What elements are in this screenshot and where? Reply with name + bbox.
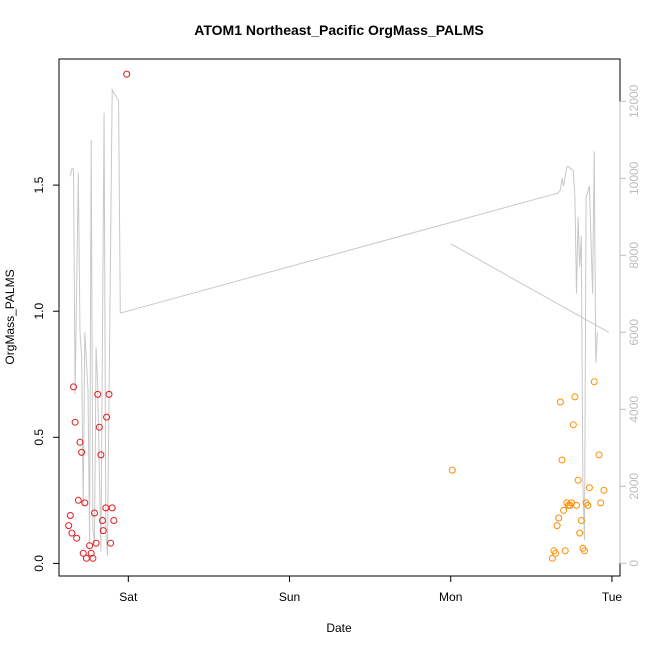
chart-title: ATOM1 Northeast_Pacific OrgMass_PALMS (194, 22, 483, 38)
data-point-s0-16 (92, 539, 100, 547)
data-point-s1-8 (560, 506, 568, 514)
data-point-s0-14 (89, 554, 97, 562)
data-point-s0-23 (103, 413, 111, 421)
data-point-s0-27 (110, 517, 118, 524)
data-point-s0-8 (78, 448, 86, 456)
x-tick-label-0: Sat (119, 590, 138, 604)
right-tick-label-6: 12000 (627, 84, 641, 118)
data-point-s0-9 (79, 549, 87, 557)
data-point-s0-11 (82, 554, 90, 562)
x-tick-label-2: Mon (439, 590, 462, 604)
x-tick-label-3: Tue (602, 590, 623, 604)
data-point-s1-0 (448, 466, 456, 474)
data-point-s1-7 (558, 456, 566, 464)
data-point-s1-21 (581, 547, 588, 555)
data-point-s1-3 (552, 549, 559, 557)
data-point-s1-1 (548, 554, 556, 562)
data-point-s0-2 (68, 529, 76, 537)
data-point-s0-7 (76, 438, 84, 446)
data-point-s0-28 (123, 70, 131, 78)
scatter-points-layer (65, 70, 608, 562)
x-tick-label-1: Sun (279, 590, 300, 604)
y-tick-label-2: 1.0 (32, 303, 46, 320)
data-point-s1-26 (595, 451, 603, 459)
x-axis: Sat Sun Mon Tue (119, 575, 623, 604)
right-tick-label-2: 4000 (627, 396, 641, 423)
data-point-s1-28 (600, 486, 608, 494)
y-axis: 0.0 0.5 1.0 1.5 (32, 176, 60, 572)
data-point-s0-15 (91, 509, 98, 517)
right-tick-label-3: 6000 (627, 319, 641, 346)
altitude-line-layer (69, 87, 609, 556)
data-point-s0-0 (65, 522, 73, 530)
data-point-s0-24 (105, 390, 113, 398)
data-point-s0-3 (70, 383, 77, 391)
x-axis-label: Date (326, 621, 352, 635)
data-point-s1-6 (556, 398, 564, 406)
data-point-s0-13 (87, 549, 95, 557)
data-point-s1-16 (573, 501, 580, 509)
data-point-s0-21 (99, 527, 107, 535)
plot-frame (58, 58, 621, 577)
altitude-line-segment-0 (69, 87, 598, 556)
data-point-s0-10 (81, 499, 89, 507)
right-tick-label-4: 8000 (627, 242, 641, 269)
data-point-s1-27 (597, 499, 605, 507)
y-tick-label-1: 0.5 (32, 429, 46, 446)
y-tick-label-0: 0.0 (32, 555, 46, 572)
data-point-s0-6 (74, 496, 82, 504)
data-point-s0-25 (107, 539, 115, 547)
data-point-s1-25 (590, 378, 598, 386)
data-point-s0-4 (71, 418, 79, 426)
altitude-line-segment-1 (450, 243, 609, 333)
data-point-s1-17 (574, 476, 582, 484)
data-point-s0-19 (97, 451, 105, 459)
data-point-s1-9 (561, 547, 569, 555)
y-axis-label: OrgMass_PALMS (3, 269, 17, 364)
right-tick-label-1: 2000 (627, 473, 641, 500)
data-point-s1-19 (577, 517, 585, 524)
right-tick-label-0: 0 (627, 560, 641, 567)
data-point-s1-4 (553, 522, 561, 530)
data-point-s0-17 (94, 390, 102, 398)
data-point-s1-15 (571, 393, 579, 401)
y-tick-label-3: 1.5 (32, 176, 46, 193)
data-point-s1-5 (555, 514, 563, 522)
data-point-s0-12 (86, 542, 94, 550)
right-tick-label-5: 10000 (627, 161, 641, 195)
data-point-s1-14 (569, 421, 577, 429)
data-point-s0-26 (108, 504, 116, 512)
right-axis: 0 2000 4000 6000 8000 10000 12000 (619, 84, 641, 567)
data-point-s0-1 (66, 512, 74, 519)
data-point-s1-23 (584, 501, 592, 509)
data-point-s1-24 (585, 484, 593, 492)
data-point-s0-5 (73, 534, 81, 542)
data-point-s1-18 (576, 529, 584, 537)
data-point-s0-18 (95, 423, 103, 431)
data-point-s0-20 (99, 517, 106, 524)
